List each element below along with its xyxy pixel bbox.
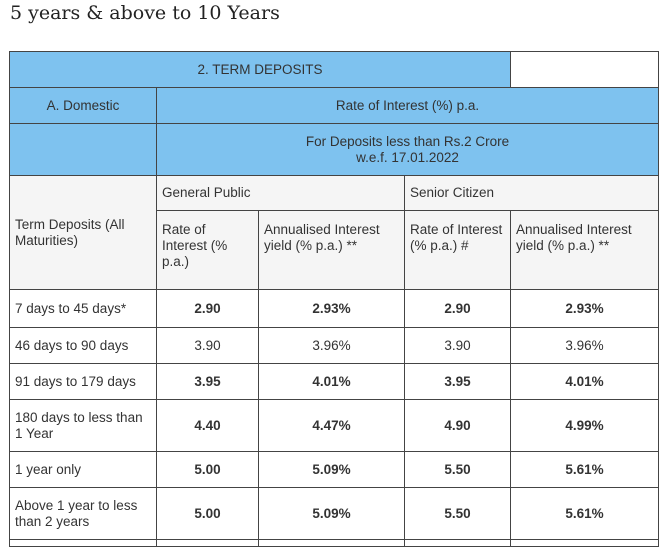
gp-yield-cell: 5.09%: [258, 451, 405, 488]
deposit-note-line1: For Deposits less than Rs.2 Crore: [305, 133, 510, 149]
table-row: 91 days to 179 days 3.95 4.01% 3.95 4.01…: [9, 363, 660, 400]
term-header: Term Deposits (All Maturities): [9, 175, 157, 290]
sc-yield-cell: 3.96%: [510, 327, 660, 364]
term-cell: 7 days to 45 days*: [9, 289, 157, 328]
gp-rate-cell: 3.95: [156, 363, 259, 400]
sc-rate-cell: 4.90: [403, 399, 512, 452]
term-cell: 180 days to less than 1 Year: [9, 399, 157, 452]
gp-rate-cell: 3.90: [156, 327, 259, 364]
sc-rate-cell: 3.90: [403, 327, 512, 364]
table-row: 46 days to 90 days 3.90 3.96% 3.90 3.96%: [9, 327, 660, 364]
domestic-label: A. Domestic: [9, 87, 157, 124]
sc-yield-cell: 2.93%: [510, 289, 660, 328]
gp-yield-cell: 4.01%: [258, 363, 405, 400]
sc-yield-cell: 5.61%: [510, 487, 660, 540]
gp-rate-cell: 4.40: [156, 399, 259, 452]
term-cell: 91 days to 179 days: [9, 363, 157, 400]
gp-rate-header: Rate of Interest (% p.a.): [156, 210, 259, 290]
domestic-row: A. Domestic Rate of Interest (%) p.a.: [9, 87, 660, 124]
empty-blue-cell: [9, 123, 157, 176]
category-row: Term Deposits (All Maturities) General P…: [9, 175, 660, 290]
sc-yield-cell: 4.01%: [510, 363, 660, 400]
table-row: Above 1 year to less than 2 years 5.00 5…: [9, 487, 660, 540]
page-heading: 5 years & above to 10 Years: [10, 2, 280, 24]
table-row: 1 year only 5.00 5.09% 5.50 5.61%: [9, 451, 660, 488]
gp-yield-cell: 5.09%: [258, 487, 405, 540]
general-public-header: General Public: [156, 175, 405, 211]
term-cell: 46 days to 90 days: [9, 327, 157, 364]
interest-rate-table: 2. TERM DEPOSITS A. Domestic Rate of Int…: [8, 51, 660, 547]
gp-rate-cell: 5.00: [156, 451, 259, 488]
sc-yield-cell: 5.61%: [510, 451, 660, 488]
term-cell: 1 year only: [9, 451, 157, 488]
deposit-note-row: For Deposits less than Rs.2 Crore w.e.f.…: [9, 123, 660, 176]
gp-yield-cell: 3.96%: [258, 327, 405, 364]
sc-rate-header: Rate of Interest (% p.a.) #: [403, 210, 512, 290]
sc-rate-cell: 5.50: [403, 451, 512, 488]
gp-yield-cell: 4.47%: [258, 399, 405, 452]
subheader-row: Rate of Interest (% p.a.) Annualised Int…: [10, 210, 660, 290]
gp-yield-cell: 2.93%: [258, 289, 405, 328]
senior-citizen-header: Senior Citizen: [403, 175, 660, 211]
sc-yield-cell: 4.99%: [510, 399, 660, 452]
deposit-note-line2: w.e.f. 17.01.2022: [356, 149, 459, 165]
table-row: 180 days to less than 1 Year 4.40 4.47% …: [9, 399, 660, 452]
sc-rate-cell: 2.90: [403, 289, 512, 328]
section-title-row: 2. TERM DEPOSITS: [8, 51, 660, 88]
term-cell: Above 1 year to less than 2 years: [9, 487, 157, 540]
empty-cell: [510, 51, 660, 88]
sc-yield-header: Annualised Interest yield (% p.a.) **: [510, 210, 660, 290]
gp-rate-cell: 2.90: [156, 289, 259, 328]
deposit-note: For Deposits less than Rs.2 Crore w.e.f.…: [155, 123, 660, 176]
table-row: 7 days to 45 days* 2.90 2.93% 2.90 2.93%: [9, 289, 660, 328]
sc-rate-cell: 5.50: [403, 487, 512, 540]
rate-header: Rate of Interest (%) p.a.: [155, 87, 660, 124]
sc-rate-cell: 3.95: [403, 363, 512, 400]
gp-yield-header: Annualised Interest yield (% p.a.) **: [258, 210, 405, 290]
gp-rate-cell: 5.00: [156, 487, 259, 540]
section-title: 2. TERM DEPOSITS: [8, 51, 512, 88]
